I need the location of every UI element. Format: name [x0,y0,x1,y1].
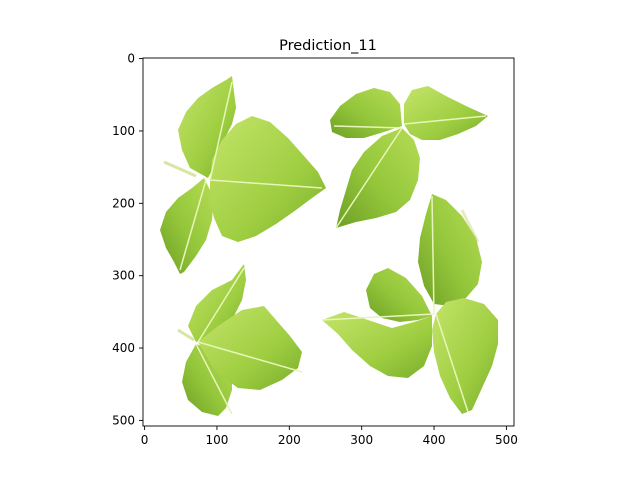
y-tick-label: 300 [112,269,135,283]
leaf [330,88,402,138]
leaf [210,116,326,242]
y-axis: 0 100 200 300 400 500 [112,52,143,427]
y-tick-label: 500 [112,413,135,427]
leaf [404,86,488,140]
bottom-right-cluster [321,194,498,414]
y-tick-label: 200 [112,196,135,210]
leaf [432,298,498,414]
leaf [366,268,432,322]
leaf [188,264,246,342]
leaf [160,178,214,274]
leaf [198,306,302,390]
leaf-stem [177,328,195,342]
top-right-cluster [330,86,488,229]
x-tick-label: 400 [423,433,446,447]
y-tick-label: 0 [127,52,135,66]
chart-title: Prediction_11 [279,38,377,54]
leaf-vein [195,267,303,415]
top-left-cluster [160,76,326,274]
leaf-vein [333,115,487,229]
x-tick-label: 100 [206,433,229,447]
axes-frame [142,57,515,427]
leaf-stem [460,209,480,243]
x-tick-label: 0 [141,433,149,447]
leaf-vein [321,195,469,413]
leaf-vein [179,81,323,271]
y-tick-label: 400 [112,341,135,355]
bottom-left-cluster [177,264,303,416]
x-axis: 0 100 200 300 400 500 [141,426,518,447]
leaf [322,312,432,378]
x-tick-label: 200 [278,433,301,447]
x-tick-label: 300 [350,433,373,447]
y-tick-label: 100 [112,124,135,138]
x-tick-label: 500 [495,433,518,447]
leaf [336,128,420,228]
leaf [178,76,236,178]
leaf-stem [163,160,197,178]
leaf-image [160,76,498,416]
